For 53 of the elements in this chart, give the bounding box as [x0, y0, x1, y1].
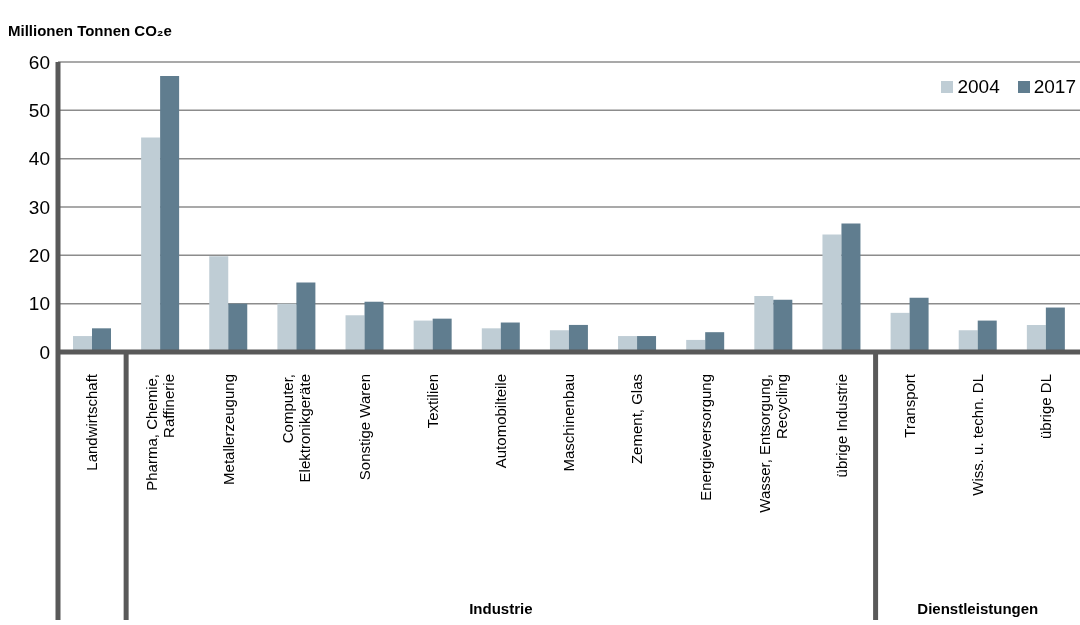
bar	[481, 328, 501, 352]
bar	[773, 299, 793, 352]
bar	[754, 295, 774, 352]
x-tick-label: Energieversorgung	[696, 374, 714, 501]
text: Dienstleistungen	[917, 600, 1039, 617]
x-tick-label: Maschinenbau	[560, 374, 578, 472]
bar	[277, 303, 297, 352]
bar	[364, 301, 384, 352]
y-tick-label: 0	[39, 341, 50, 363]
bar	[958, 330, 978, 352]
legend-label: 2004	[956, 76, 1000, 98]
bar	[141, 137, 161, 352]
x-tick-label: Textilien	[423, 374, 441, 429]
bar	[160, 76, 180, 352]
legend-label: 2017	[1032, 76, 1076, 98]
bar	[568, 324, 588, 352]
y-tick-label: 10	[28, 293, 50, 315]
bar	[296, 282, 316, 352]
x-tick-label: Sonstige Waren	[355, 374, 373, 481]
y-axis-title: Millionen Tonnen CO₂e	[8, 22, 172, 39]
x-tick-label: Wasser, Entsorgung, Recycling	[756, 374, 790, 513]
x-tick-label: Landwirtschaft	[83, 373, 101, 471]
y-tick-label: 30	[28, 196, 50, 218]
bar	[822, 234, 842, 352]
y-tick-label: 50	[28, 100, 50, 122]
bar	[345, 315, 365, 352]
bar	[500, 322, 520, 352]
x-tick-label: Transport	[900, 373, 918, 438]
bar	[209, 256, 229, 352]
x-tick-label: übrige Industrie	[832, 374, 850, 478]
bar	[432, 318, 452, 352]
y-tick-label: 40	[28, 148, 50, 170]
bar	[549, 330, 569, 352]
y-tick-label: 20	[28, 245, 50, 267]
bar	[413, 320, 433, 352]
x-tick-label: Metallerzeugung	[219, 374, 237, 485]
bar	[1026, 324, 1046, 352]
bar	[228, 303, 248, 352]
bar	[1045, 307, 1065, 352]
y-tick-label: 60	[28, 51, 50, 73]
x-tick-label: Automobilteile	[492, 374, 510, 469]
bar	[909, 297, 929, 352]
bar	[977, 320, 997, 352]
x-tick-label: Zement, Glas	[628, 374, 646, 465]
bar	[841, 223, 861, 352]
bar	[91, 328, 111, 352]
x-tick-label: Computer, Elektronikgeräte	[279, 374, 313, 483]
bar	[705, 332, 725, 352]
text: Industrie	[469, 600, 533, 617]
bar	[890, 312, 910, 352]
x-tick-label: übrige DL	[1037, 374, 1055, 440]
x-tick-label: Pharma, Chemie, Raffinerie	[143, 374, 177, 491]
x-tick-label: Wiss. u. techn. DL	[969, 374, 987, 496]
